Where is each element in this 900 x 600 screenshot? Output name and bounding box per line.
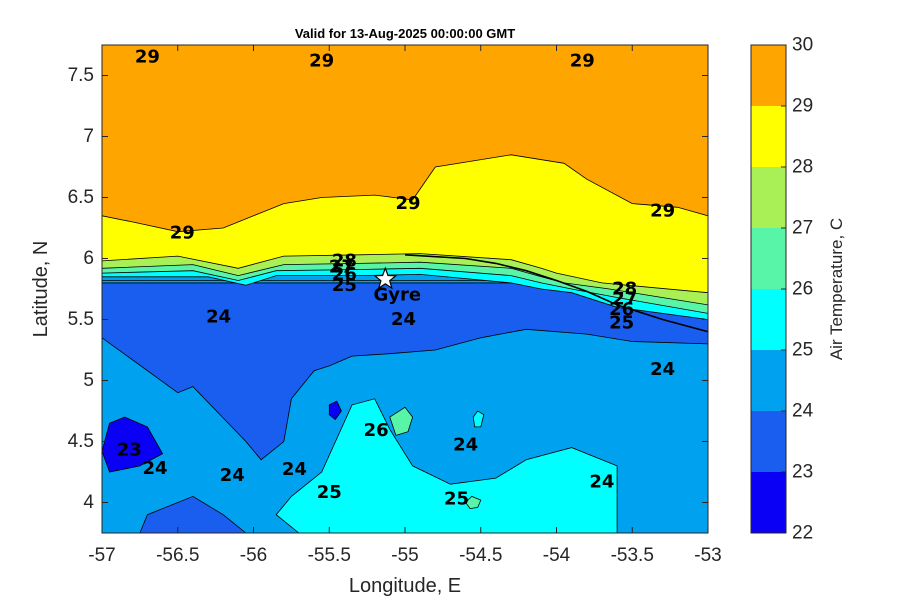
contour-label: 25: [609, 313, 634, 334]
colorbar-tick-label: 23: [792, 462, 813, 483]
contour-label: 24: [282, 459, 307, 480]
y-tick-label: 6: [83, 248, 94, 269]
colorbar-tick-label: 28: [792, 157, 813, 178]
map-title: Valid for 13-Aug-2025 00:00:00 GMT: [295, 26, 515, 41]
x-tick-label: -53.5: [611, 545, 654, 566]
contour-label: 29: [650, 200, 675, 221]
y-tick-label: 5: [83, 370, 94, 391]
contour-label: 27: [329, 257, 354, 278]
x-axis: -57 -56.5 -56 -55.5 -55 -54.5 -54 -53.5 -53: [88, 45, 722, 566]
x-tick-label: -57: [88, 545, 115, 566]
contour-zone-25: [472, 410, 485, 428]
contour-zone-26: [465, 495, 482, 510]
contour-label: 28: [332, 250, 357, 271]
y-axis-label: Latitude, N: [30, 241, 52, 338]
colorbar-swatch: [751, 167, 786, 228]
colorbar-tick-label: 24: [792, 401, 814, 422]
contour-label: 27: [612, 288, 637, 309]
contour-label: 26: [609, 299, 634, 320]
contour-label: 25: [332, 275, 357, 296]
contour-label: 29: [170, 222, 195, 243]
colorbar-swatch: [751, 411, 786, 472]
x-tick-label: -56: [240, 545, 267, 566]
contour-label: 26: [364, 420, 389, 441]
y-tick-label: 7.5: [68, 65, 94, 86]
contour-zone-26: [389, 406, 414, 436]
colorbar-swatch: [751, 472, 786, 533]
contour-label: 25: [317, 482, 342, 503]
colorbar-swatch: [751, 45, 786, 106]
colorbar-label: Air Temperature, C: [827, 218, 846, 360]
y-axis: 7.5 7 6.5 6 5.5 5 4.5 4: [68, 65, 708, 513]
contour-zone-25: [275, 398, 618, 533]
contour-label: 28: [612, 279, 637, 300]
x-tick-label: -55.5: [308, 545, 351, 566]
y-tick-label: 4: [83, 492, 94, 513]
coastline: [404, 254, 708, 333]
colorbar-swatch: [751, 350, 786, 411]
y-tick-label: 6.5: [68, 187, 94, 208]
colorbar-tick-label: 25: [792, 340, 813, 361]
y-tick-label: 7: [83, 126, 94, 147]
colorbar-tick-label: 27: [792, 218, 813, 239]
contour-zone-22: [102, 416, 164, 473]
contour-label: 29: [395, 193, 420, 214]
station-label: Gyre: [374, 285, 422, 306]
contour-label: 24: [391, 309, 416, 330]
contour-label: 24: [206, 307, 231, 328]
contour-label: 24: [220, 465, 245, 486]
y-tick-label: 4.5: [68, 431, 94, 452]
colorbar-swatch: [751, 289, 786, 350]
contour-label: 29: [309, 50, 334, 71]
colorbar-tick-label: 22: [792, 523, 813, 544]
colorbar-swatch: [751, 228, 786, 289]
contour-label: 29: [135, 47, 160, 68]
colorbar: 30 29 28 27 26 25 24 23 22: [750, 35, 814, 544]
x-tick-label: -53: [694, 545, 721, 566]
station-star-icon: [373, 266, 398, 290]
contour-label: 24: [589, 471, 614, 492]
contour-label: 26: [332, 264, 357, 285]
x-axis-label: Longitude, E: [349, 575, 461, 597]
colorbar-tick-label: 30: [792, 35, 813, 56]
x-tick-label: -54.5: [459, 545, 502, 566]
x-tick-label: -56.5: [156, 545, 199, 566]
contour-label: 24: [142, 458, 167, 479]
contour-label: 24: [453, 435, 478, 456]
colorbar-tick-label: 26: [792, 279, 813, 300]
colorbar-tick-label: 29: [792, 96, 813, 117]
y-tick-label: 5.5: [68, 309, 94, 330]
x-tick-label: -54: [543, 545, 571, 566]
contour-label: 25: [444, 488, 469, 509]
colorbar-swatch: [751, 106, 786, 167]
contour-zone-29: [102, 45, 708, 233]
x-tick-label: -55: [391, 545, 418, 566]
contour-zone-22: [328, 400, 342, 421]
contour-label: 29: [570, 50, 595, 71]
contour-label: 23: [117, 440, 142, 461]
contour-label: 24: [650, 359, 675, 380]
